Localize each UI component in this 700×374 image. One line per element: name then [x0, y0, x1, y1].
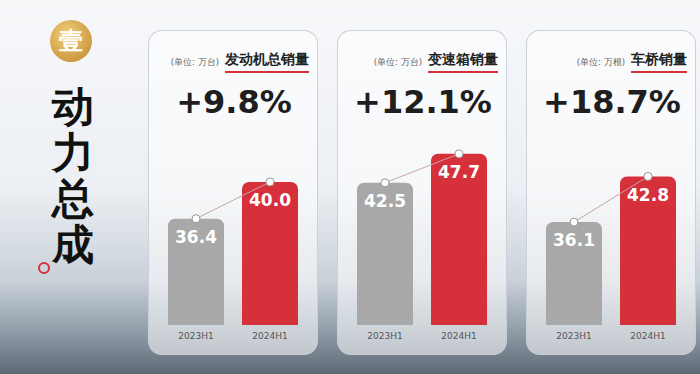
svg-text:2024H1: 2024H1: [441, 331, 476, 341]
html-text:+18.7%: +18.7%: [543, 83, 681, 121]
svg-text:2023H1: 2023H1: [178, 331, 213, 341]
svg-text:2024H1: 2024H1: [252, 331, 287, 341]
html-text:变速箱销量: 变速箱销量: [428, 51, 498, 67]
svg-text:36.1: 36.1: [553, 230, 595, 250]
html-text:车桥销量: 车桥销量: [631, 51, 687, 67]
svg-text:47.7: 47.7: [438, 162, 480, 182]
html-text:+12.1%: +12.1%: [354, 83, 492, 121]
html-text:发动机总销量: 发动机总销量: [225, 51, 309, 67]
svg-text:2024H1: 2024H1: [630, 331, 665, 341]
svg-text:36.4: 36.4: [175, 227, 217, 247]
svg-text:2023H1: 2023H1: [556, 331, 591, 341]
html-text:(单位: 万台): (单位: 万台): [170, 57, 219, 67]
html-text:总: 总: [52, 174, 94, 223]
html-text:(单位: 万根): (单位: 万根): [576, 57, 625, 67]
html-text:(单位: 万台): (单位: 万台): [373, 57, 422, 67]
svg-text:42.8: 42.8: [627, 185, 669, 205]
svg-text:40.0: 40.0: [249, 190, 291, 210]
html-text:动: 动: [52, 82, 94, 131]
svg-text:42.5: 42.5: [364, 191, 406, 211]
svg-text:2023H1: 2023H1: [367, 331, 402, 341]
html-text:成: 成: [52, 220, 94, 269]
html-text:壹: 壹: [59, 26, 83, 55]
html-text:力: 力: [52, 128, 94, 177]
html-text:+9.8%: +9.8%: [176, 83, 292, 121]
